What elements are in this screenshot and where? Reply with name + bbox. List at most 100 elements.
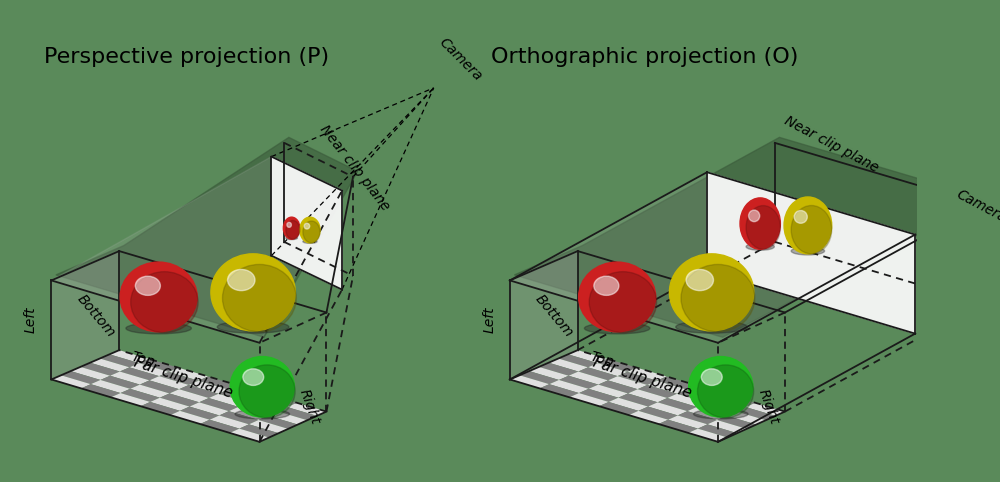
Ellipse shape — [287, 222, 291, 228]
Polygon shape — [628, 389, 667, 402]
Ellipse shape — [701, 369, 722, 386]
Polygon shape — [259, 415, 298, 429]
Text: Left: Left — [482, 307, 496, 333]
Ellipse shape — [283, 217, 300, 239]
Polygon shape — [589, 385, 628, 398]
Ellipse shape — [303, 221, 320, 243]
Polygon shape — [677, 389, 716, 402]
Ellipse shape — [746, 206, 780, 249]
Polygon shape — [278, 407, 317, 420]
Ellipse shape — [304, 223, 310, 229]
Polygon shape — [100, 354, 139, 367]
Polygon shape — [91, 380, 130, 393]
Polygon shape — [180, 406, 219, 420]
Polygon shape — [598, 380, 638, 393]
Polygon shape — [598, 359, 637, 372]
Polygon shape — [190, 402, 229, 415]
Polygon shape — [51, 157, 342, 343]
Polygon shape — [120, 367, 159, 380]
Polygon shape — [169, 368, 208, 381]
Polygon shape — [657, 376, 696, 389]
Polygon shape — [139, 359, 178, 372]
Polygon shape — [238, 402, 278, 415]
Ellipse shape — [243, 369, 264, 386]
Ellipse shape — [746, 243, 774, 250]
Polygon shape — [687, 385, 726, 398]
Polygon shape — [160, 393, 199, 406]
Polygon shape — [141, 402, 180, 415]
Ellipse shape — [589, 272, 657, 333]
Polygon shape — [170, 411, 210, 424]
Ellipse shape — [126, 323, 191, 334]
Polygon shape — [638, 385, 677, 398]
Polygon shape — [287, 403, 326, 416]
Polygon shape — [110, 350, 149, 363]
Polygon shape — [56, 137, 358, 337]
Ellipse shape — [579, 262, 656, 332]
Text: Right: Right — [755, 387, 781, 426]
Polygon shape — [707, 420, 747, 433]
Polygon shape — [627, 368, 667, 381]
Polygon shape — [120, 389, 160, 402]
Text: Perspective projection (P): Perspective projection (P) — [44, 47, 329, 67]
Polygon shape — [638, 406, 678, 420]
Polygon shape — [648, 402, 687, 415]
Polygon shape — [514, 137, 987, 337]
Ellipse shape — [230, 357, 294, 417]
Polygon shape — [549, 380, 589, 393]
Polygon shape — [149, 376, 189, 389]
Polygon shape — [618, 372, 657, 385]
Polygon shape — [688, 428, 728, 442]
Polygon shape — [140, 380, 179, 393]
Polygon shape — [198, 376, 238, 389]
Polygon shape — [229, 407, 268, 420]
Polygon shape — [249, 420, 288, 433]
Polygon shape — [668, 415, 707, 428]
Polygon shape — [189, 381, 228, 394]
Ellipse shape — [239, 365, 295, 418]
Polygon shape — [658, 398, 697, 411]
Polygon shape — [150, 398, 190, 411]
Polygon shape — [618, 393, 658, 406]
Ellipse shape — [676, 321, 747, 333]
Ellipse shape — [131, 272, 198, 333]
Polygon shape — [248, 398, 287, 412]
Polygon shape — [179, 385, 218, 398]
Text: Bottom: Bottom — [533, 292, 576, 340]
Polygon shape — [228, 385, 267, 398]
Polygon shape — [697, 402, 736, 415]
Polygon shape — [717, 415, 756, 429]
Polygon shape — [629, 411, 668, 424]
Ellipse shape — [689, 357, 753, 417]
Polygon shape — [199, 398, 238, 411]
Polygon shape — [209, 394, 248, 407]
Polygon shape — [707, 172, 915, 334]
Text: Near clip plane: Near clip plane — [782, 114, 881, 175]
Text: Orthographic projection (O): Orthographic projection (O) — [491, 47, 798, 67]
Polygon shape — [549, 359, 588, 372]
Ellipse shape — [303, 240, 317, 243]
Ellipse shape — [228, 269, 255, 291]
Ellipse shape — [235, 409, 290, 419]
Ellipse shape — [693, 409, 748, 419]
Polygon shape — [219, 411, 259, 424]
Ellipse shape — [794, 211, 807, 223]
Polygon shape — [647, 381, 687, 394]
Polygon shape — [727, 412, 766, 425]
Polygon shape — [159, 372, 198, 385]
Text: Bottom: Bottom — [74, 292, 118, 340]
Polygon shape — [599, 402, 638, 415]
Polygon shape — [608, 376, 647, 389]
Ellipse shape — [286, 220, 300, 239]
Polygon shape — [258, 394, 297, 407]
Text: Top: Top — [130, 349, 157, 370]
Polygon shape — [110, 372, 149, 385]
Ellipse shape — [217, 321, 289, 333]
Ellipse shape — [120, 262, 197, 332]
Polygon shape — [130, 385, 169, 398]
Ellipse shape — [740, 198, 780, 249]
Polygon shape — [218, 389, 258, 402]
Polygon shape — [510, 251, 578, 379]
Text: Camera: Camera — [954, 187, 1000, 225]
Polygon shape — [678, 411, 717, 424]
